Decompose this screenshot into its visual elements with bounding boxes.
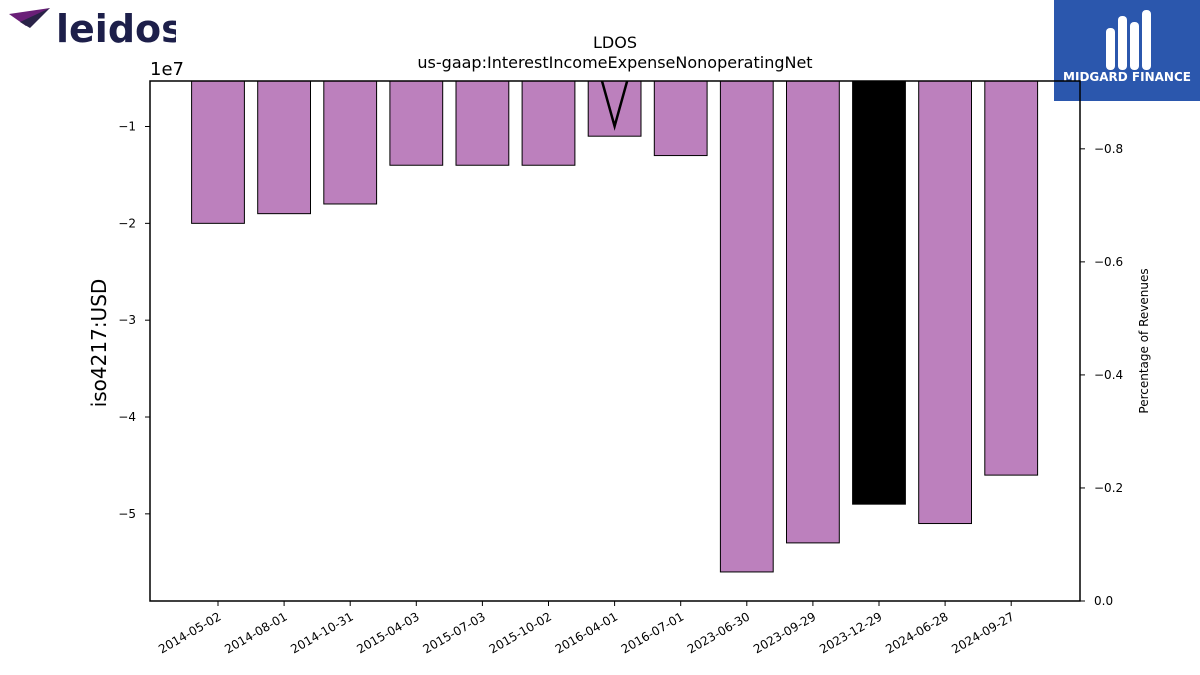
y-tick-label: −5: [118, 507, 136, 521]
x-tick-label-2014-10-31: 2014-10-31: [288, 609, 355, 656]
x-tick-label-2023-09-29: 2023-09-29: [751, 609, 818, 656]
y2-axis-label: Percentage of Revenues: [1137, 268, 1151, 413]
x-tick-label-2014-05-02: 2014-05-02: [156, 609, 223, 656]
x-tick-label-2015-07-03: 2015-07-03: [420, 609, 487, 656]
y2-tick-label: −0.6: [1094, 255, 1123, 269]
bars-group: [191, 80, 1039, 573]
bar-2015-04-03: [389, 80, 444, 166]
x-tick-label-2015-04-03: 2015-04-03: [354, 609, 421, 656]
y-tick-label: −2: [118, 216, 136, 230]
leidos-logo: leidos: [9, 7, 176, 50]
x-tick-label-2023-06-30: 2023-06-30: [685, 609, 752, 656]
bar-2024-06-28: [918, 80, 973, 525]
x-tick-label-2014-08-01: 2014-08-01: [222, 609, 289, 656]
bar-2023-09-29: [786, 80, 840, 544]
y2-tick-label: −0.4: [1094, 368, 1123, 382]
bar-2014-08-01: [257, 80, 312, 215]
chart-title: LDOS: [593, 33, 637, 52]
y-tick-label: −1: [118, 120, 136, 134]
bar-2023-06-30: [719, 80, 774, 573]
line-layer: [600, 81, 629, 131]
bar-2015-10-02: [521, 80, 576, 166]
x-tick-label-2024-09-27: 2024-09-27: [949, 609, 1016, 656]
midgard-logo-mark: MIDGARD FINANCE: [1063, 10, 1191, 84]
x-tick-label-2024-06-28: 2024-06-28: [883, 609, 950, 656]
x-tick-label-2023-12-29: 2023-12-29: [817, 609, 884, 656]
midgard-finance-logo: MIDGARD FINANCE: [1054, 0, 1200, 101]
x-tick-label-2016-07-01: 2016-07-01: [619, 609, 686, 656]
midgard-logo-text: MIDGARD FINANCE: [1063, 70, 1191, 84]
y-axis-label: iso4217:USD: [87, 279, 111, 408]
x-tick-label-2016-04-01: 2016-04-01: [553, 609, 620, 656]
y2-tick-label: 0.0: [1094, 594, 1113, 608]
y-tick-label: −3: [118, 313, 136, 327]
y2-tick-label: −0.8: [1094, 142, 1123, 156]
bar-2016-07-01: [653, 80, 708, 157]
bar-2015-07-03: [455, 80, 510, 166]
y-scale-label: 1e7: [150, 59, 184, 80]
chart-subtitle: us-gaap:InterestIncomeExpenseNonoperatin…: [417, 53, 812, 72]
bar-2024-09-27: [984, 80, 1039, 476]
revenue-percentage-line: [600, 81, 629, 131]
leidos-logo-text: leidos: [56, 7, 176, 50]
y2-tick-label: −0.2: [1094, 481, 1123, 495]
y-tick-label: −4: [118, 410, 136, 424]
plot-frame: [149, 80, 1081, 602]
bar-2023-12-29: [852, 80, 906, 505]
x-tick-label-2015-10-02: 2015-10-02: [487, 609, 554, 656]
bar-2014-05-02: [191, 80, 245, 224]
bar-2014-10-31: [323, 80, 378, 205]
